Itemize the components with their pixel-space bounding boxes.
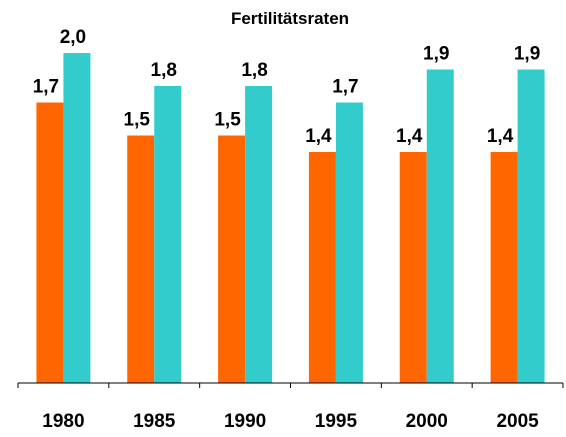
bar [127, 135, 155, 383]
x-tick-label: 1985 [133, 411, 176, 432]
value-label: 1,9 [514, 44, 540, 65]
bar [335, 102, 363, 383]
bar [36, 102, 64, 383]
x-tick-label: 2000 [406, 411, 448, 432]
x-tick-label: 2005 [496, 411, 539, 432]
value-label: 2,0 [60, 27, 86, 48]
bar [154, 86, 182, 383]
value-label: 1,8 [151, 60, 177, 81]
value-label: 1,4 [396, 126, 423, 147]
value-label: 1,5 [214, 110, 241, 131]
value-label: 1,7 [33, 77, 59, 98]
bar [308, 152, 336, 383]
value-label: 1,4 [487, 126, 514, 147]
x-tick-label: 1980 [42, 411, 84, 432]
bar [63, 53, 91, 383]
value-label: 1,9 [423, 44, 449, 65]
bar [517, 69, 545, 383]
bar [399, 152, 427, 383]
x-tick-label: 1990 [224, 411, 266, 432]
bar [490, 152, 518, 383]
bar [218, 135, 246, 383]
value-label: 1,4 [305, 126, 332, 147]
value-label: 1,8 [241, 60, 267, 81]
x-tick-label: 1995 [315, 411, 358, 432]
bar [426, 69, 454, 383]
bar [245, 86, 273, 383]
value-label: 1,5 [124, 110, 151, 131]
chart-title: Fertilitätsraten [231, 9, 349, 28]
value-label: 1,7 [332, 77, 358, 98]
